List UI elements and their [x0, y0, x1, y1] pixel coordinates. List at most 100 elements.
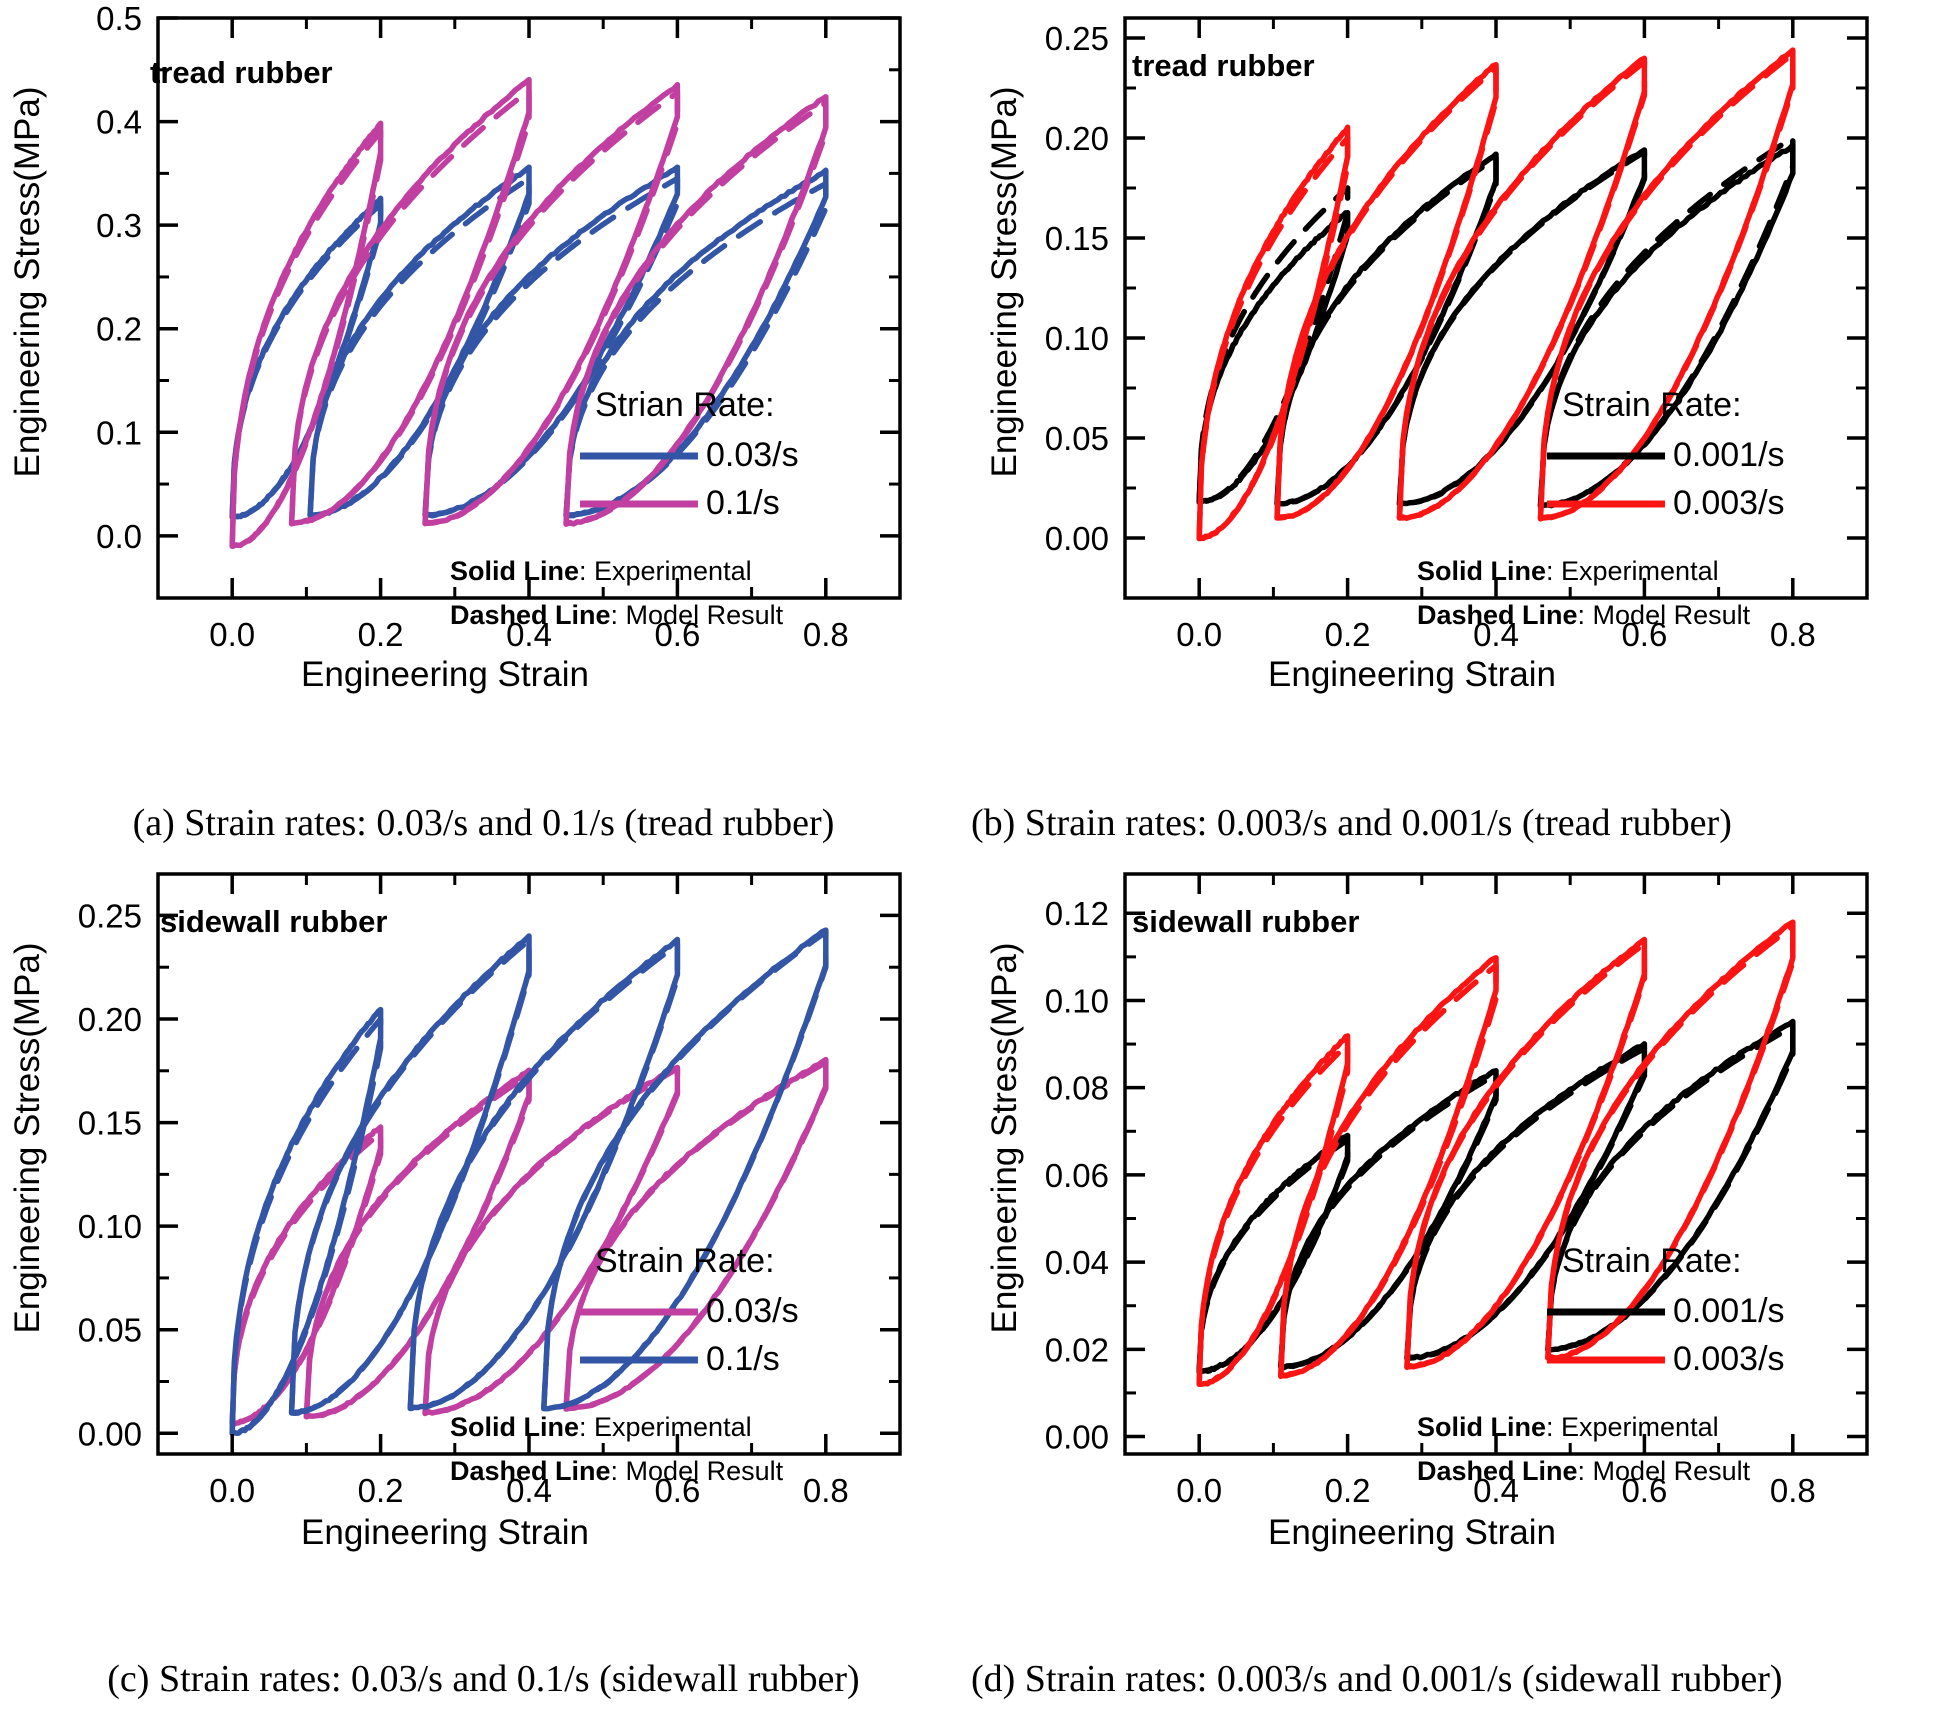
legend-solid-note: Solid Line: Experimental: [450, 1412, 752, 1442]
curve-0-1-s-model-cycle-4: [563, 100, 829, 527]
y-tick-label: 0.20: [78, 1001, 142, 1038]
panel-d: 0.0 0.2 0.4 0.6 0.8 0.00 0.02 0.04 0.06 0.08 0.10 0…: [967, 856, 1934, 1711]
curve-0-003-s-model-cycle-1: [1196, 1041, 1351, 1387]
panel-d-ylabel: Engineering Stress(MPa): [985, 942, 1024, 1334]
panel-a-xlabel: Engineering Strain: [301, 655, 589, 694]
curve-0-03-s-model-cycle-2: [307, 175, 532, 518]
x-tick-label: 0.0: [209, 616, 255, 653]
x-tick-label: 0.4: [506, 616, 552, 653]
y-tick-label: 0.0: [96, 518, 142, 555]
legend-dashed-note: Dashed Line: Model Result: [1417, 1456, 1751, 1486]
panel-d-xlabel: Engineering Strain: [1268, 1513, 1556, 1552]
panel-d-title: sidewall rubber: [1132, 904, 1360, 939]
y-tick-label: 0.5: [96, 0, 142, 37]
panel-b-title: tread rubber: [1132, 48, 1315, 83]
curve-0-003-s-cycle-2: [1274, 61, 1499, 521]
y-tick-label: 0.4: [96, 104, 142, 141]
x-tick-label: 0.2: [1325, 616, 1371, 653]
y-tick-label: 0.02: [1045, 1331, 1109, 1368]
panel-c: 0.0 0.2 0.4 0.6 0.8 0.00 0.05 0.10 0.15 0.20 0.25 S…: [0, 856, 967, 1711]
panel-c-xlabel: Engineering Strain: [301, 1513, 589, 1552]
panel-b-caption: (b) Strain rates: 0.003/s and 0.001/s (t…: [971, 802, 1732, 844]
x-tick-label: 0.6: [654, 616, 700, 653]
legend-label: 0.001/s: [1673, 1292, 1785, 1330]
y-tick-label: 0.10: [1045, 982, 1109, 1019]
curve-0-03-s-model-cycle-1: [229, 201, 384, 520]
curve-0-003-s-model-cycle-4: [1537, 51, 1796, 521]
legend-heading: Strain Rate:: [595, 1242, 775, 1280]
legend-label: 0.03/s: [706, 1292, 799, 1330]
x-tick-label: 0.8: [803, 1472, 849, 1509]
panel-b: 0.0 0.2 0.4 0.6 0.8 0.00 0.05 0.10 0.15 0.20 0.25 S…: [967, 0, 1934, 855]
y-tick-label: 0.00: [78, 1415, 142, 1452]
panel-a-caption: (a) Strain rates: 0.03/s and 0.1/s (trea…: [132, 802, 835, 844]
y-tick-label: 0.25: [1045, 20, 1109, 57]
x-tick-label: 0.8: [803, 616, 849, 653]
y-tick-label: 0.15: [78, 1105, 142, 1142]
legend-solid-note: Solid Line: Experimental: [1417, 556, 1719, 586]
curve-0-003-s-model-cycle-1: [1196, 135, 1351, 541]
panel-c-title: sidewall rubber: [160, 904, 388, 939]
curve-0-001-s-cycle-1: [1196, 1132, 1351, 1375]
panel-a-ylabel: Engineering Stress(MPa): [8, 86, 47, 478]
curve-0-003-s-model-cycle-2: [1274, 65, 1499, 521]
y-tick-label: 0.08: [1045, 1070, 1109, 1107]
panel-d-plot: 0.0 0.2 0.4 0.6 0.8 0.00 0.02 0.04 0.06 0.08 0.10 0…: [967, 856, 1934, 1596]
panel-c-caption: (c) Strain rates: 0.03/s and 0.1/s (side…: [107, 1658, 860, 1700]
y-tick-label: 0.15: [1045, 220, 1109, 257]
y-tick-label: 0.00: [1045, 1419, 1109, 1456]
curve-0-1-s-model-cycle-1: [229, 129, 384, 549]
panel-b-ylabel: Engineering Stress(MPa): [985, 86, 1024, 478]
x-tick-label: 0.6: [654, 1472, 700, 1509]
curve-0-1-s-model-cycle-2: [288, 87, 532, 527]
panel-b-svg: 0.0 0.2 0.4 0.6 0.8 0.00 0.05 0.10 0.15 0.20 0.25 S…: [1045, 16, 1869, 653]
curve-0-001-s-model-cycle-1: [1196, 185, 1351, 505]
y-tick-label: 0.20: [1045, 120, 1109, 157]
panel-b-plot: 0.0 0.2 0.4 0.6 0.8 0.00 0.05 0.10 0.15 0.20 0.25 S…: [967, 0, 1934, 740]
curve-0-1-s-cycle-2: [288, 76, 532, 527]
y-tick-label: 0.10: [78, 1208, 142, 1245]
curve-0-1-s-model-cycle-2: [288, 937, 532, 1416]
y-tick-label: 0.25: [78, 897, 142, 934]
legend-heading: Strain Rate:: [1562, 386, 1742, 424]
x-tick-label: 0.0: [1176, 616, 1222, 653]
x-tick-label: 0.4: [506, 1472, 552, 1509]
curve-0-003-s-model-cycle-3: [1396, 59, 1648, 521]
panel-c-plot: 0.0 0.2 0.4 0.6 0.8 0.00 0.05 0.10 0.15 0.20 0.25 S…: [0, 856, 967, 1596]
curve-0-1-s-model-cycle-3: [422, 89, 681, 527]
legend-solid-note: Solid Line: Experimental: [450, 556, 752, 586]
y-tick-label: 0.05: [1045, 420, 1109, 457]
x-tick-label: 0.0: [1176, 1472, 1222, 1509]
x-tick-label: 0.2: [358, 616, 404, 653]
curve-0-003-s-model-cycle-4: [1545, 923, 1796, 1361]
panel-b-xlabel: Engineering Strain: [1268, 655, 1556, 694]
x-tick-label: 0.4: [1473, 1472, 1519, 1509]
legend-dashed-note: Dashed Line: Model Result: [450, 600, 784, 630]
y-tick-label: 0.2: [96, 311, 142, 348]
y-tick-label: 0.1: [96, 414, 142, 451]
curve-0-003-s-cycle-1: [1196, 124, 1351, 542]
x-tick-label: 0.2: [1325, 1472, 1371, 1509]
x-tick-label: 0.8: [1770, 1472, 1816, 1509]
panel-a: 0.0 0.2 0.4 0.6 0.8 0.0 0.1 0.2 0.3 0.4 0.5 Strian …: [0, 0, 967, 855]
x-tick-label: 0.8: [1770, 616, 1816, 653]
y-tick-label: 0.05: [78, 1312, 142, 1349]
x-tick-label: 0.6: [1621, 1472, 1667, 1509]
y-tick-label: 0.04: [1045, 1244, 1109, 1281]
legend-heading: Strian Rate:: [595, 386, 775, 424]
y-tick-label: 0.00: [1045, 520, 1109, 557]
panel-a-svg: 0.0 0.2 0.4 0.6 0.8 0.0 0.1 0.2 0.3 0.4 0.5 Strian …: [96, 0, 902, 653]
curve-0-03-s-model-cycle-3: [422, 1065, 681, 1416]
y-tick-label: 0.06: [1045, 1157, 1109, 1194]
panel-a-plot: 0.0 0.2 0.4 0.6 0.8 0.0 0.1 0.2 0.3 0.4 0.5 Strian …: [0, 0, 967, 740]
legend-heading: Strain Rate:: [1562, 1242, 1742, 1280]
legend-dashed-note: Dashed Line: Model Result: [1417, 600, 1751, 630]
legend-label: 0.03/s: [706, 436, 799, 474]
curve-0-1-s-model-cycle-3: [407, 941, 681, 1412]
x-tick-label: 0.6: [1621, 616, 1667, 653]
panel-a-title: tread rubber: [150, 55, 333, 90]
x-tick-label: 0.0: [209, 1472, 255, 1509]
panel-d-svg: 0.0 0.2 0.4 0.6 0.8 0.00 0.02 0.04 0.06 0.08 0.10 0…: [1045, 872, 1869, 1509]
panel-c-svg: 0.0 0.2 0.4 0.6 0.8 0.00 0.05 0.10 0.15 0.20 0.25 S…: [78, 872, 902, 1509]
